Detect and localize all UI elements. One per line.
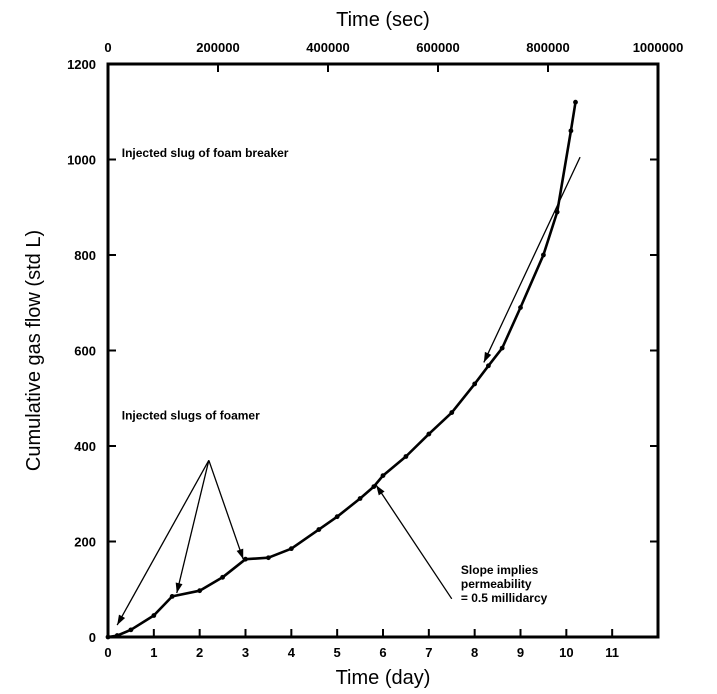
plot-frame <box>106 62 660 639</box>
data-point <box>334 514 340 520</box>
x2-tick-label: 1000000 <box>633 40 684 55</box>
data-point <box>197 588 203 594</box>
x-tick-label: 6 <box>379 645 386 660</box>
x-tick-label: 2 <box>196 645 203 660</box>
annotation-arrow-line <box>483 156 581 363</box>
data-point <box>518 305 523 310</box>
x-tick-label: 8 <box>471 645 478 660</box>
data-point <box>380 473 386 479</box>
data-point <box>486 363 491 369</box>
data-point <box>403 454 409 459</box>
annotation-arrowhead <box>376 485 385 496</box>
x-tick-label: 9 <box>517 645 524 660</box>
y-tick-label: 1200 <box>67 57 96 72</box>
annotation-arrow-line <box>208 460 244 560</box>
data-point <box>554 209 560 215</box>
data-point <box>288 546 294 552</box>
x2-tick-label: 800000 <box>526 40 569 55</box>
y-tick-label: 200 <box>74 535 96 550</box>
y-axis-title: Cumulative gas flow (std L) <box>23 230 45 471</box>
x-tick-label: 1 <box>150 645 157 660</box>
y-tick-label: 1000 <box>67 153 96 168</box>
annotation-text: = 0.5 millidarcy <box>461 591 548 605</box>
y-tick-label: 800 <box>74 248 96 263</box>
data-point <box>541 252 546 258</box>
annotation-arrowhead <box>483 351 492 363</box>
x-axis-title: Time (day) <box>336 667 431 689</box>
data-point <box>371 484 377 489</box>
annotation-arrowhead <box>175 582 183 594</box>
x-tick-label: 7 <box>425 645 432 660</box>
data-point <box>151 613 157 618</box>
annotation-arrow-line <box>176 460 210 594</box>
data-point <box>426 431 432 437</box>
annotation-arrowhead <box>236 548 244 560</box>
series-layer <box>105 99 578 640</box>
data-point <box>266 555 271 561</box>
annotations-layer: Injected slug of foam breaker Injected sl… <box>116 146 581 626</box>
data-point <box>449 410 455 415</box>
annotation-arrowhead <box>117 614 126 626</box>
annotation-text: Injected slug of foam breaker <box>122 146 289 160</box>
data-point <box>220 574 225 580</box>
data-point <box>243 556 248 562</box>
annotation-arrow-line <box>375 484 453 600</box>
x2-tick-label: 600000 <box>416 40 459 55</box>
x-tick-label: 4 <box>288 645 296 660</box>
y-tick-label: 0 <box>89 630 96 645</box>
x-tick-label: 11 <box>605 645 619 660</box>
series-line <box>107 101 577 639</box>
data-point <box>316 527 322 532</box>
x2-axis-title: Time (sec) <box>336 9 430 31</box>
ticks-layer: 0 1 2 3 4 5 6 7 8 9 10 11 0 200 400 600 800 1000 1200 0 2000… <box>67 40 683 660</box>
x-tick-label: 3 <box>242 645 249 660</box>
data-point <box>169 594 175 599</box>
x-tick-label: 0 <box>104 645 111 660</box>
data-point <box>499 345 505 351</box>
annotation-text: permeability <box>461 577 532 591</box>
annotation-text: Slope implies <box>461 563 539 577</box>
annotation-text: Injected slugs of foamer <box>122 409 260 423</box>
data-point <box>128 627 134 633</box>
data-point <box>568 128 574 134</box>
x2-tick-label: 200000 <box>196 40 239 55</box>
x2-tick-label: 400000 <box>306 40 349 55</box>
y-tick-label: 400 <box>74 439 96 454</box>
y-tick-label: 600 <box>74 344 96 359</box>
x2-tick-label: 0 <box>104 40 111 55</box>
data-point <box>357 496 363 501</box>
annotation-arrow-line <box>116 460 210 626</box>
x-tick-label: 5 <box>334 645 341 660</box>
data-point <box>472 381 478 387</box>
x-tick-label: 10 <box>559 645 573 660</box>
data-point <box>573 99 578 105</box>
